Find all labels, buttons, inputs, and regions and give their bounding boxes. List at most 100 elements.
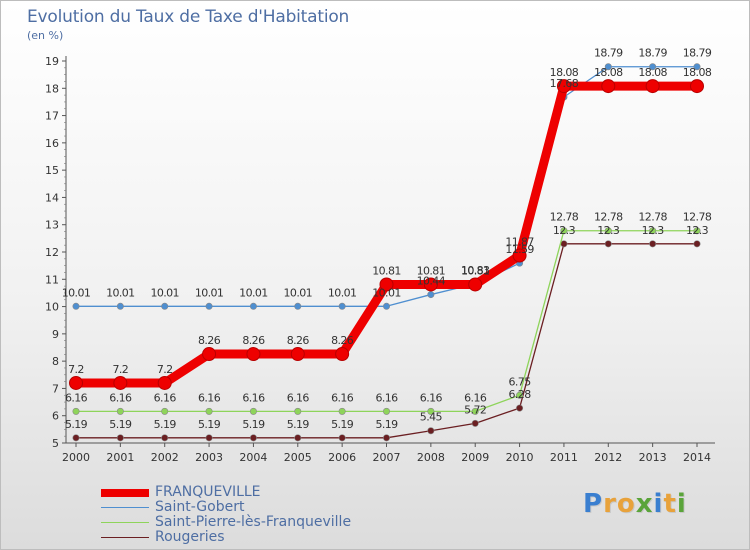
logo-letter: o: [616, 489, 636, 519]
data-point: [335, 347, 350, 362]
y-tick-label: 6: [52, 410, 59, 423]
data-label: 10.44: [417, 275, 446, 288]
y-tick-label: 14: [45, 191, 59, 204]
data-label: 5.19: [242, 418, 265, 431]
data-point: [556, 79, 571, 94]
data-point: [427, 427, 435, 435]
legend-swatch: [101, 506, 149, 509]
logo-letter: i: [653, 489, 664, 519]
x-tick-label: 2011: [550, 451, 578, 464]
data-point: [471, 407, 479, 415]
data-label: 12.3: [686, 224, 709, 237]
logo-letter: x: [635, 489, 654, 519]
data-label: 18.08: [638, 66, 667, 79]
data-point: [72, 434, 80, 442]
legend-item: FRANQUEVILLE: [101, 485, 351, 500]
data-point: [512, 248, 527, 263]
data-label: 6.16: [464, 391, 487, 404]
data-point: [601, 79, 616, 94]
data-label: 5.19: [154, 418, 177, 431]
x-tick-label: 2006: [328, 451, 356, 464]
x-tick-label: 2008: [417, 451, 445, 464]
data-point: [157, 375, 172, 390]
legend-swatch: [101, 536, 149, 539]
data-label: 18.79: [683, 47, 712, 60]
unit-label: (en %): [27, 29, 64, 42]
data-point: [423, 277, 438, 292]
data-label: 12.3: [553, 224, 576, 237]
data-label: 10.01: [195, 286, 224, 299]
data-label: 5.19: [65, 418, 88, 431]
x-tick-label: 2014: [683, 451, 711, 464]
data-point: [604, 240, 612, 248]
data-label: 5.19: [109, 418, 132, 431]
data-point: [382, 407, 390, 415]
data-label: 10.01: [106, 286, 135, 299]
data-label: 10.01: [62, 286, 91, 299]
y-tick-label: 10: [45, 301, 59, 314]
data-label: 10.81: [372, 264, 401, 277]
data-label: 12.78: [594, 211, 623, 224]
data-point: [649, 240, 657, 248]
legend-label: Rougeries: [155, 529, 225, 545]
legend-label: Saint-Gobert: [155, 499, 245, 515]
data-point: [249, 407, 257, 415]
legend-swatch: [101, 521, 149, 524]
data-point: [294, 434, 302, 442]
x-tick-label: 2009: [461, 451, 489, 464]
data-label: 6.16: [154, 391, 177, 404]
y-tick-label: 13: [45, 219, 59, 232]
data-point: [205, 302, 213, 310]
data-point: [116, 407, 124, 415]
data-point: [72, 302, 80, 310]
data-point: [205, 407, 213, 415]
data-label: 5.19: [287, 418, 310, 431]
data-label: 10.01: [372, 286, 401, 299]
data-point: [161, 302, 169, 310]
data-label: 11.59: [505, 243, 534, 256]
data-label: 6.16: [420, 391, 443, 404]
data-label: 10.01: [239, 286, 268, 299]
data-label: 18.08: [550, 66, 579, 79]
data-label: 6.75: [509, 375, 532, 388]
data-point: [290, 347, 305, 362]
data-label: 6.16: [198, 391, 221, 404]
data-label: 6.16: [109, 391, 132, 404]
data-label: 10.01: [284, 286, 313, 299]
data-point: [294, 302, 302, 310]
data-label: 5.72: [464, 403, 486, 416]
data-label: 12.3: [597, 224, 620, 237]
logo-letter: r: [603, 489, 617, 519]
data-point: [246, 347, 261, 362]
data-point: [249, 302, 257, 310]
data-point: [693, 227, 701, 235]
x-tick-label: 2007: [373, 451, 401, 464]
data-label: 12.3: [642, 224, 665, 237]
logo-letter: P: [583, 489, 604, 519]
data-label: 10.81: [417, 264, 446, 277]
data-label: 6.16: [287, 391, 310, 404]
data-point: [161, 407, 169, 415]
data-point: [294, 407, 302, 415]
data-label: 5.19: [198, 418, 221, 431]
data-label: 8.26: [331, 334, 354, 347]
data-point: [338, 302, 346, 310]
x-tick-label: 2005: [284, 451, 312, 464]
data-point: [649, 227, 657, 235]
data-point: [161, 434, 169, 442]
data-point: [205, 434, 213, 442]
y-tick-label: 18: [45, 82, 59, 95]
data-point: [693, 63, 701, 71]
data-point: [649, 63, 657, 71]
data-point: [604, 63, 612, 71]
data-label: 17.68: [550, 77, 579, 90]
data-point: [113, 375, 128, 390]
data-point: [560, 240, 568, 248]
x-tick-label: 2010: [506, 451, 534, 464]
proxiti-logo: Proxiti: [583, 489, 687, 519]
data-label: 8.26: [287, 334, 310, 347]
data-label: 8.26: [242, 334, 265, 347]
data-point: [116, 302, 124, 310]
x-tick-label: 2013: [639, 451, 667, 464]
data-point: [516, 404, 524, 412]
